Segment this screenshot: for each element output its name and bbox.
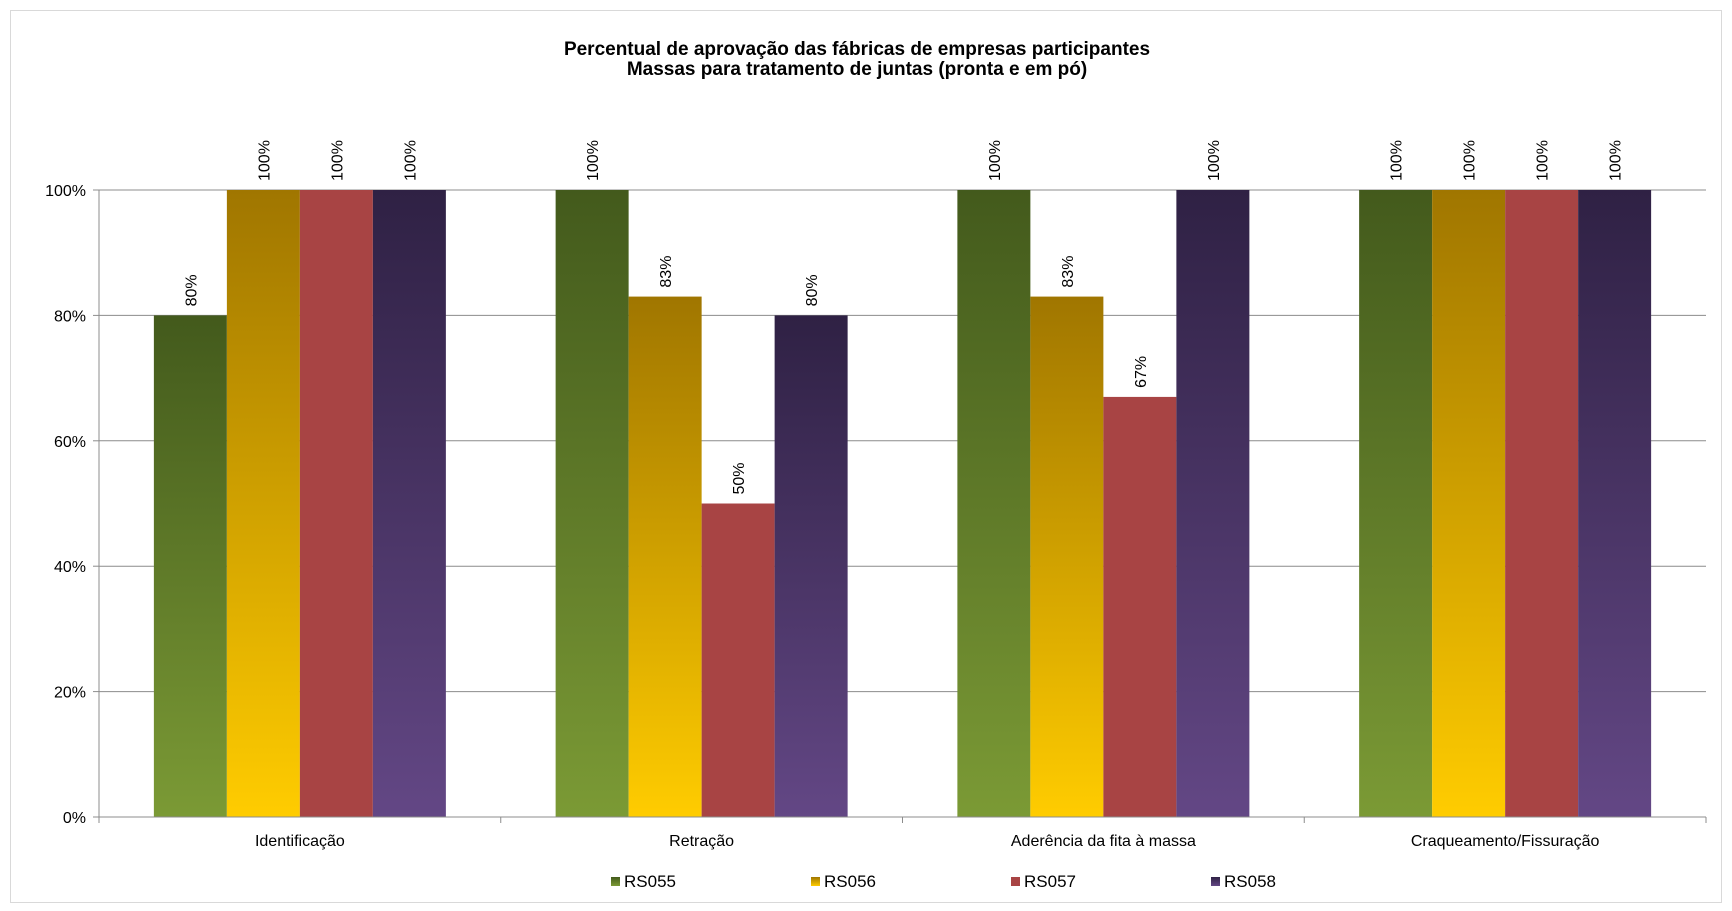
y-tick-label: 60%: [54, 434, 86, 451]
data-label: 67%: [1133, 356, 1150, 388]
data-label: 100%: [402, 140, 419, 181]
data-label: 100%: [585, 140, 602, 181]
y-tick-label: 0%: [63, 810, 86, 827]
bar-rs055: [957, 190, 1031, 817]
category-label: Identificação: [255, 833, 345, 850]
bar-rs057: [701, 503, 775, 817]
legend: RS055 RS056 RS057 RS058: [611, 872, 1276, 891]
data-label: 100%: [329, 140, 346, 181]
y-axis-ticks: 0% 20% 40% 60% 80% 100%: [45, 183, 99, 827]
data-label: 100%: [987, 140, 1004, 181]
bar-rs056: [1432, 190, 1506, 817]
data-label: 100%: [256, 140, 273, 181]
y-tick-label: 40%: [54, 559, 86, 576]
category-labels: Identificação Retração Aderência da fita à…: [255, 833, 1600, 850]
category-label: Craqueamento/Fissuração: [1411, 833, 1600, 850]
chart-title: Percentual de aprovação das fábricas de …: [564, 39, 1150, 60]
bar-rs055: [1359, 190, 1433, 817]
bar-rs057: [299, 190, 373, 817]
legend-swatch-rs056: [811, 877, 820, 886]
bar-rs058: [774, 315, 848, 817]
data-label: 100%: [1389, 140, 1406, 181]
bar-rs057: [1505, 190, 1579, 817]
bar-rs057: [1103, 396, 1177, 817]
data-label: 83%: [1060, 256, 1077, 288]
bar-rs056: [226, 190, 300, 817]
data-label: 100%: [1462, 140, 1479, 181]
bar-rs058: [1176, 190, 1250, 817]
legend-swatch-rs058: [1211, 877, 1220, 886]
data-label: 50%: [731, 462, 748, 494]
bar-rs056: [628, 296, 702, 818]
legend-label-rs055: RS055: [624, 872, 676, 891]
data-label: 100%: [1608, 140, 1625, 181]
category-label: Aderência da fita à massa: [1011, 833, 1196, 850]
legend-label-rs056: RS056: [824, 872, 876, 891]
y-tick-label: 20%: [54, 685, 86, 702]
data-label: 100%: [1206, 140, 1223, 181]
legend-label-rs058: RS058: [1224, 872, 1276, 891]
data-labels: 80% 100% 100% 100% 100% 83% 50% 80% 100% 83% 67% 10…: [183, 140, 1624, 494]
x-axis: [98, 190, 1707, 823]
legend-label-rs057: RS057: [1024, 872, 1076, 891]
chart-subtitle: Massas para tratamento de juntas (pronta…: [627, 59, 1087, 80]
bar-chart: Percentual de aprovação das fábricas de …: [45, 39, 1707, 891]
data-label: 80%: [804, 274, 821, 306]
legend-swatch-rs055: [611, 877, 620, 886]
y-tick-label: 100%: [45, 183, 86, 200]
data-label: 80%: [183, 274, 200, 306]
bar-rs055: [153, 315, 227, 817]
bar-rs055: [555, 190, 629, 817]
data-label: 100%: [1535, 140, 1552, 181]
bar-rs056: [1030, 296, 1104, 818]
bar-rs058: [1578, 190, 1652, 817]
bar-rs058: [372, 190, 446, 817]
y-tick-label: 80%: [54, 308, 86, 325]
chart-container: Percentual de aprovação das fábricas de …: [10, 10, 1722, 903]
data-label: 83%: [658, 256, 675, 288]
legend-swatch-rs057: [1011, 877, 1020, 886]
category-label: Retração: [669, 833, 734, 850]
bars: [153, 190, 1652, 818]
